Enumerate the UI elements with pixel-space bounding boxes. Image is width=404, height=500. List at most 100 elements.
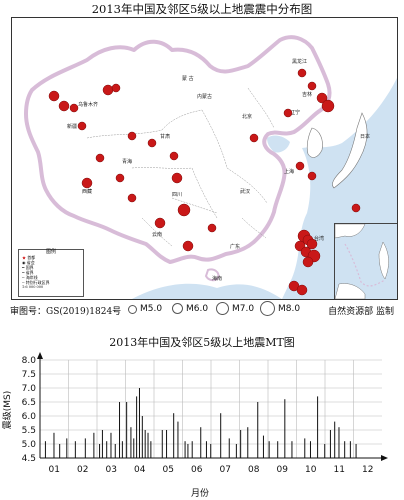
earthquake-marker (177, 203, 191, 217)
map-label: 北京 (242, 113, 252, 120)
earthquake-marker (127, 193, 137, 203)
korea-land (306, 127, 323, 158)
map-label: 上海 (284, 168, 294, 175)
mt-y-tick-label: 7.0 (22, 384, 37, 394)
earthquake-marker (171, 172, 183, 184)
south-china-sea-inset (334, 223, 397, 299)
earthquake-marker (297, 68, 307, 78)
mt-x-tick-label: 06 (191, 465, 203, 475)
mt-x-tick-label: 05 (163, 465, 174, 475)
map-label: 海南 (212, 275, 222, 282)
circle-icon (172, 303, 183, 314)
mt-y-tick-label: 5.0 (22, 440, 37, 450)
mt-x-tick-label: 03 (106, 465, 117, 475)
mt-x-tick-label: 04 (134, 465, 146, 475)
mt-x-tick-label: 12 (362, 465, 373, 475)
mt-y-tick-label: 4.5 (22, 454, 36, 464)
inset-map (335, 224, 397, 299)
mt-x-tick-label: 09 (277, 465, 289, 475)
earthquake-marker (147, 138, 157, 148)
mt-gridlines (40, 359, 382, 458)
mt-y-tick-label: 5.5 (22, 426, 36, 436)
magnitude-legend-5: M5.0 (128, 304, 162, 314)
map-label: 黑龙江 (292, 58, 307, 65)
earthquake-marker (306, 238, 318, 250)
earthquake-marker (302, 256, 314, 268)
mt-y-tick-label: 6.5 (22, 398, 36, 408)
mt-x-tick-label: 11 (334, 465, 345, 475)
map-label: 日本 (360, 133, 370, 140)
mt-x-label: 月份 (191, 487, 209, 499)
arrow-up-icon (37, 352, 43, 359)
earthquake-epicenters (48, 68, 361, 296)
map-label: 新疆 (67, 123, 77, 130)
circle-icon (260, 301, 275, 316)
earthquake-marker (321, 99, 335, 113)
magnitude-legend-7: M7.0 (216, 302, 254, 315)
mt-x-tick-label: 07 (220, 465, 231, 475)
map-footer: 审图号：GS(2019)1824号 M5.0 M6.0 M7.0 M8.0 自然… (10, 301, 394, 317)
inset-land (335, 224, 366, 239)
legend-item-national-border: ━ 国界 (22, 265, 34, 270)
map-label: 甘肃 (160, 133, 170, 140)
mt-y-tick-label: 6.0 (22, 412, 37, 422)
sea-south (132, 283, 282, 299)
map-legend: 图例 ★ 首都 ◉ 省会 ━ 国界 ┅ 省界 ─ 海岸线 ┄ 特别行政区界 1:… (18, 249, 84, 297)
earthquake-marker (77, 121, 87, 131)
circle-icon (128, 304, 137, 314)
mt-x-ticks: 01 02 03 04 05 06 07 08 09 10 11 12 (49, 465, 374, 475)
mt-chart-title: 2013年中国及邻区5级以上地震MT图 (109, 336, 295, 349)
map-label: 广东 (230, 243, 240, 250)
inset-borneo (335, 283, 366, 299)
earthquake-marker (115, 173, 125, 183)
earthquake-marker (207, 223, 217, 233)
legend-title: 图例 (45, 249, 56, 255)
japan-land (332, 112, 368, 189)
mt-bars (44, 388, 357, 458)
map-label: 台湾 (314, 235, 324, 242)
map-title: 2013年中国及邻区5级以上地震震中分布图 (91, 2, 313, 16)
earthquake-marker (249, 133, 259, 143)
hainan-island (204, 268, 220, 282)
map-label: 辽宁 (290, 109, 300, 116)
province-borders (86, 87, 275, 247)
china-border (24, 35, 332, 264)
earthquake-marker (48, 90, 60, 102)
sea-area-bay (267, 135, 290, 153)
map-label: 西藏 (82, 188, 92, 195)
mt-y-label: 震级(MS) (1, 391, 13, 430)
mt-x-tick-label: 08 (248, 465, 260, 475)
map-label: 蒙 古 (182, 75, 194, 82)
circle-icon (216, 302, 229, 315)
earthquake-marker (111, 83, 121, 93)
mt-x-tick-label: 10 (305, 465, 317, 475)
earthquake-marker (81, 177, 93, 189)
earthquake-marker (102, 84, 114, 96)
mt-y-tick-label: 8.0 (22, 356, 37, 366)
map-label: 武汉 (240, 188, 250, 195)
mt-chart: 4.55.05.56.06.57.07.58.0 01 02 03 04 05 06 07 0… (1, 352, 388, 499)
magnitude-legend-8: M8.0 (260, 301, 300, 316)
mt-x-tick-label: 01 (49, 465, 60, 475)
earthquake-marker (295, 161, 305, 171)
legend-item-province-capital: ◉ 省会 (22, 260, 35, 265)
earthquake-marker (127, 131, 137, 141)
mt-x-tick-label: 02 (77, 465, 88, 475)
earthquake-marker (154, 217, 166, 229)
earthquake-marker (58, 100, 70, 112)
map-monitor-credit: 自然资源部 监制 (328, 307, 394, 317)
legend-item-province-border: ┅ 省界 (22, 270, 34, 275)
legend-item-coastline: ─ 海岸线 (22, 275, 38, 280)
earthquake-marker (169, 151, 179, 161)
earthquake-marker (182, 240, 194, 252)
mt-y-tick-label: 7.5 (22, 370, 36, 380)
earthquake-marker (316, 92, 328, 104)
map-label: 乌鲁木齐 (78, 101, 98, 108)
arrow-right-icon (381, 455, 388, 461)
inset-philippines (378, 241, 389, 280)
map-label: 吉林 (302, 91, 312, 98)
earthquake-marker (69, 103, 79, 113)
legend-item-capital: ★ 首都 (22, 255, 36, 260)
